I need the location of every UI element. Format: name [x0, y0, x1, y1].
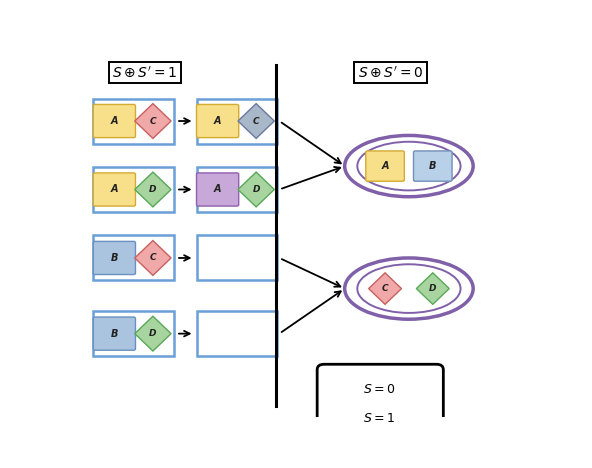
- Polygon shape: [238, 103, 274, 139]
- Text: $S = 0$: $S = 0$: [363, 383, 395, 396]
- FancyBboxPatch shape: [197, 173, 239, 206]
- Polygon shape: [135, 172, 171, 207]
- Text: C: C: [253, 117, 259, 125]
- Polygon shape: [135, 241, 171, 275]
- Text: A: A: [111, 184, 118, 195]
- Polygon shape: [327, 405, 355, 431]
- Polygon shape: [369, 273, 401, 304]
- Text: C: C: [382, 284, 388, 293]
- FancyBboxPatch shape: [94, 98, 174, 144]
- Text: C: C: [150, 117, 156, 125]
- FancyBboxPatch shape: [197, 98, 277, 144]
- FancyBboxPatch shape: [366, 151, 404, 181]
- Ellipse shape: [345, 135, 473, 197]
- Text: C: C: [150, 254, 156, 263]
- Text: B: B: [429, 161, 436, 171]
- Text: $S \oplus S^\prime = 1$: $S \oplus S^\prime = 1$: [112, 65, 178, 80]
- Text: $S = 1$: $S = 1$: [363, 412, 395, 425]
- Text: A: A: [111, 116, 118, 126]
- Polygon shape: [135, 103, 171, 139]
- FancyBboxPatch shape: [94, 241, 136, 275]
- Text: B: B: [111, 329, 118, 339]
- FancyBboxPatch shape: [94, 173, 136, 206]
- FancyBboxPatch shape: [325, 377, 358, 402]
- FancyBboxPatch shape: [317, 364, 443, 446]
- FancyBboxPatch shape: [94, 167, 174, 212]
- FancyBboxPatch shape: [94, 317, 136, 350]
- Text: A: A: [381, 161, 389, 171]
- Ellipse shape: [345, 258, 473, 319]
- FancyBboxPatch shape: [94, 311, 174, 356]
- Polygon shape: [238, 172, 274, 207]
- FancyBboxPatch shape: [197, 104, 239, 138]
- Text: D: D: [252, 185, 260, 194]
- FancyBboxPatch shape: [197, 235, 277, 280]
- Ellipse shape: [358, 142, 461, 190]
- Text: $S \oplus S^\prime = 0$: $S \oplus S^\prime = 0$: [358, 65, 423, 80]
- Text: D: D: [429, 284, 436, 293]
- FancyBboxPatch shape: [197, 311, 277, 356]
- FancyBboxPatch shape: [94, 104, 136, 138]
- Text: B: B: [111, 253, 118, 263]
- Text: A: A: [214, 184, 221, 195]
- FancyBboxPatch shape: [414, 151, 452, 181]
- Text: D: D: [149, 329, 157, 338]
- Text: D: D: [149, 185, 157, 194]
- Ellipse shape: [358, 264, 461, 313]
- Polygon shape: [135, 316, 171, 351]
- Polygon shape: [416, 273, 449, 304]
- FancyBboxPatch shape: [197, 167, 277, 212]
- Text: A: A: [214, 116, 221, 126]
- FancyBboxPatch shape: [94, 235, 174, 280]
